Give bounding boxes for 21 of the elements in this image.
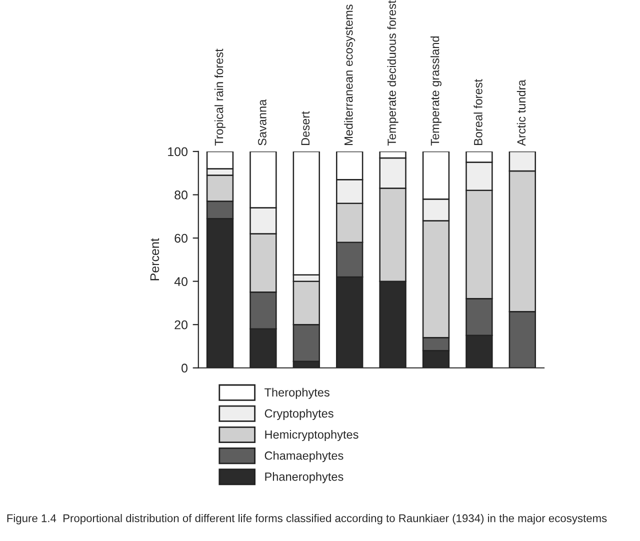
caption: Figure 1.4 Proportional distribution of different life forms classified according to Raunkiaer (1934) in the major ecosystems	[7, 514, 607, 524]
y-tick-label: 100	[168, 147, 188, 156]
x-tick-label: Arctic tundra	[516, 80, 526, 146]
x-tick-label: Boreal forest	[474, 79, 482, 145]
y-tick-label: 60	[174, 234, 188, 243]
legend-label: Chamaephytes	[264, 451, 344, 462]
x-tick-label: Mediterranean ecosystems	[344, 4, 356, 145]
legend-label: Cryptophytes	[264, 408, 334, 420]
y-tick-label: 80	[174, 190, 188, 200]
x-tick-label: Savanna	[258, 99, 266, 146]
y-tick-label: 20	[174, 320, 188, 330]
x-tick-label: Temperate grassland	[430, 36, 442, 146]
x-tick-label: Desert	[301, 111, 310, 145]
y-axis-title: Percent	[150, 238, 160, 280]
legend-label: Phanerophytes	[265, 472, 344, 484]
x-tick-label: Tropical rain forest	[214, 48, 226, 146]
legend-label: Therophytes	[264, 388, 330, 399]
x-tick-label: Temperate deciduous forest	[387, 0, 398, 146]
y-tick-label: 0	[182, 364, 188, 373]
legend-label: Hemicryptophytes	[265, 430, 358, 442]
y-tick-label: 40	[174, 277, 188, 286]
